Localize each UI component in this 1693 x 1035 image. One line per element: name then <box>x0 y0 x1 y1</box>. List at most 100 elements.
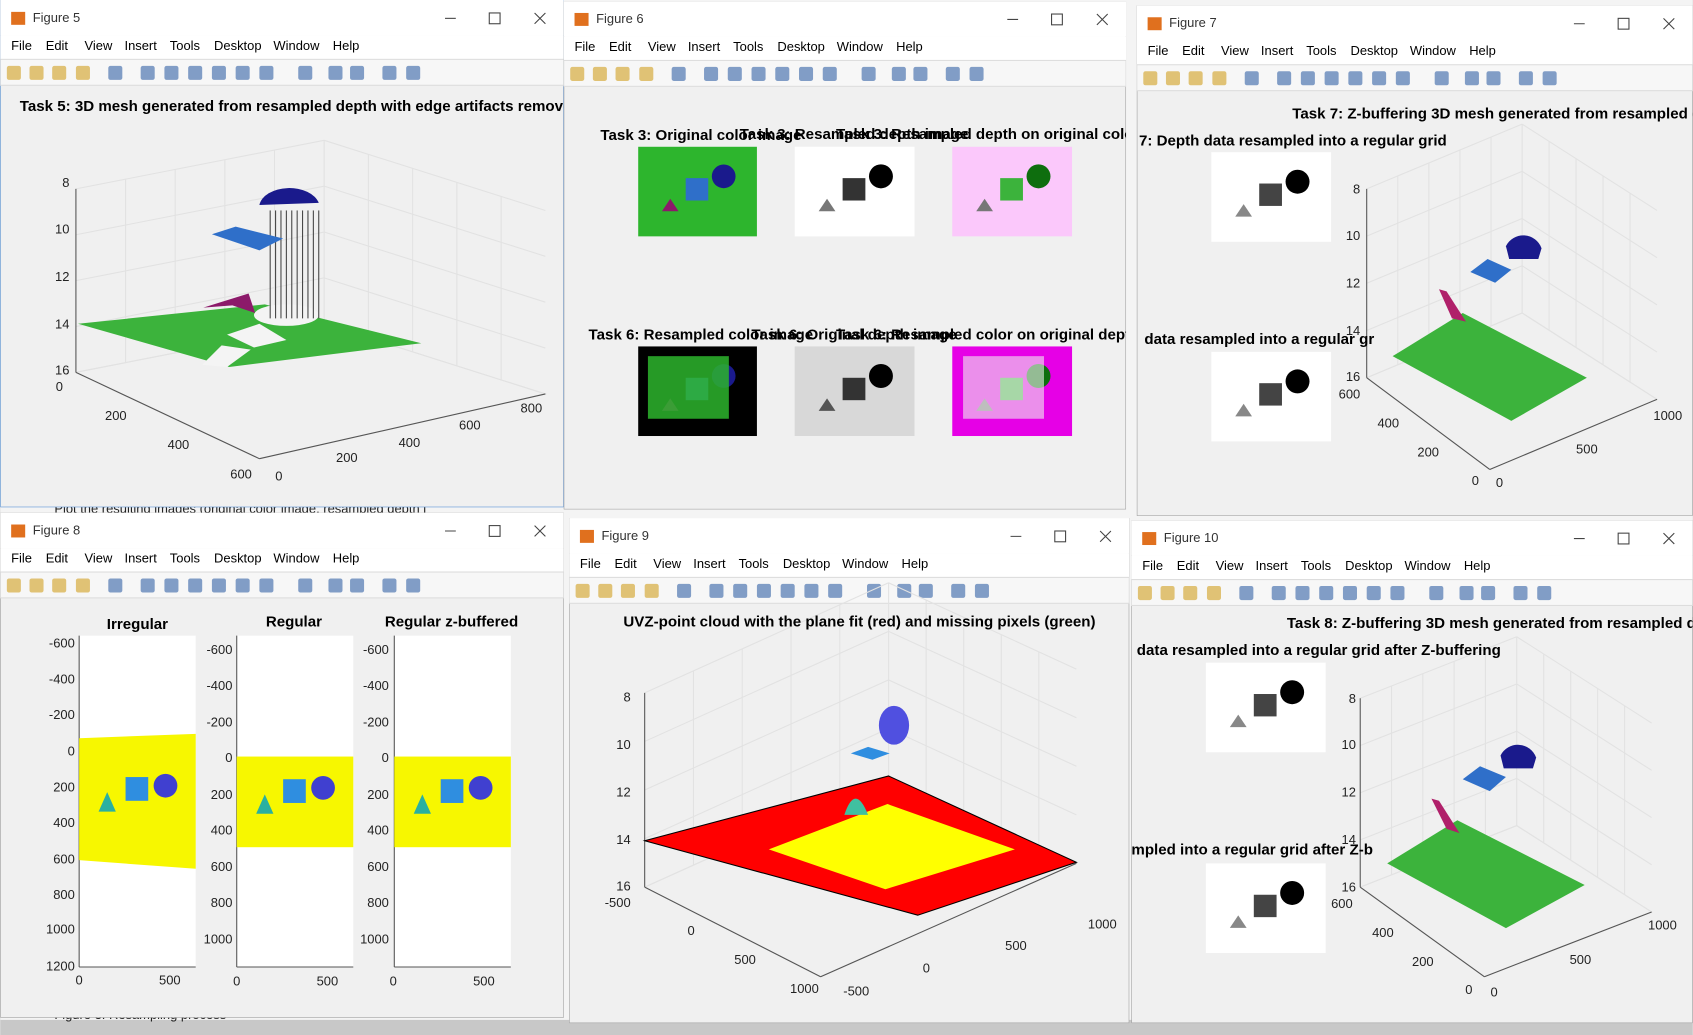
menu-item[interactable]: Insert <box>688 39 721 54</box>
menu-item[interactable]: Window <box>273 550 320 565</box>
toolbar-button[interactable] <box>1300 71 1315 86</box>
menu-item[interactable]: Window <box>273 38 320 53</box>
menu-item[interactable]: Edit <box>46 550 69 565</box>
toolbar-button[interactable] <box>1459 586 1474 601</box>
toolbar-button[interactable] <box>1372 71 1387 86</box>
menu-item[interactable]: File <box>1148 43 1169 58</box>
toolbar-button[interactable] <box>188 578 203 593</box>
toolbar-button[interactable] <box>969 66 984 81</box>
toolbar-button[interactable] <box>382 578 397 593</box>
menu-item[interactable]: View <box>1216 558 1244 573</box>
maximize-button[interactable] <box>1617 532 1630 545</box>
toolbar-button[interactable] <box>298 578 313 593</box>
close-button[interactable] <box>1663 17 1675 30</box>
toolbar-button[interactable] <box>235 65 250 80</box>
close-button[interactable] <box>534 525 546 537</box>
toolbar-button[interactable] <box>75 578 90 593</box>
menu-item[interactable]: Insert <box>124 38 157 53</box>
toolbar-button[interactable] <box>733 583 748 598</box>
toolbar-button[interactable] <box>1342 586 1357 601</box>
toolbar-button[interactable] <box>1518 71 1533 86</box>
menu-item[interactable]: Help <box>896 39 923 54</box>
toolbar-button[interactable] <box>677 583 692 598</box>
toolbar-button[interactable] <box>828 583 843 598</box>
toolbar-button[interactable] <box>1212 71 1227 86</box>
toolbar-button[interactable] <box>639 66 654 81</box>
menu-item[interactable]: Edit <box>1177 558 1200 573</box>
toolbar-button[interactable] <box>298 65 313 80</box>
toolbar-button[interactable] <box>1277 71 1292 86</box>
menu-item[interactable]: Help <box>1464 558 1491 573</box>
menu-item[interactable]: Desktop <box>1351 43 1398 58</box>
toolbar-button[interactable] <box>709 583 724 598</box>
toolbar-button[interactable] <box>52 578 67 593</box>
toolbar-button[interactable] <box>891 66 906 81</box>
menu-item[interactable]: File <box>1142 558 1163 573</box>
toolbar-button[interactable] <box>350 65 365 80</box>
menu-item[interactable]: Help <box>333 550 360 565</box>
toolbar-button[interactable] <box>1395 71 1410 86</box>
toolbar-button[interactable] <box>140 65 155 80</box>
menu-item[interactable]: File <box>580 556 601 571</box>
toolbar-button[interactable] <box>913 66 928 81</box>
toolbar-button[interactable] <box>615 66 630 81</box>
menu-item[interactable]: Insert <box>1261 43 1294 58</box>
menu-item[interactable]: Desktop <box>777 39 824 54</box>
menu-item[interactable]: Window <box>1404 558 1451 573</box>
menu-item[interactable]: Desktop <box>1345 558 1392 573</box>
toolbar-button[interactable] <box>1324 71 1339 86</box>
menu-item[interactable]: View <box>85 550 113 565</box>
toolbar-button[interactable] <box>592 66 607 81</box>
toolbar-button[interactable] <box>644 583 659 598</box>
menu-item[interactable]: Desktop <box>783 556 830 571</box>
toolbar-button[interactable] <box>1188 71 1203 86</box>
toolbar-button[interactable] <box>751 66 766 81</box>
toolbar-button[interactable] <box>1160 586 1175 601</box>
toolbar-button[interactable] <box>1481 586 1496 601</box>
toolbar-button[interactable] <box>897 583 912 598</box>
toolbar-button[interactable] <box>1319 586 1334 601</box>
toolbar-button[interactable] <box>671 66 686 81</box>
menu-item[interactable]: View <box>1221 43 1249 58</box>
toolbar-button[interactable] <box>259 65 274 80</box>
toolbar-button[interactable] <box>575 583 590 598</box>
menu-item[interactable]: Tools <box>1306 43 1336 58</box>
toolbar-button[interactable] <box>1390 586 1405 601</box>
toolbar-button[interactable] <box>1206 586 1221 601</box>
toolbar-button[interactable] <box>918 583 933 598</box>
toolbar-button[interactable] <box>945 66 960 81</box>
menu-item[interactable]: View <box>653 556 681 571</box>
menu-item[interactable]: Tools <box>170 38 200 53</box>
toolbar-button[interactable] <box>861 66 876 81</box>
menu-item[interactable]: Window <box>837 39 884 54</box>
toolbar-button[interactable] <box>52 65 67 80</box>
toolbar-button[interactable] <box>29 65 44 80</box>
toolbar-button[interactable] <box>75 65 90 80</box>
menu-item[interactable]: Window <box>842 556 889 571</box>
maximize-button[interactable] <box>488 525 501 537</box>
toolbar-button[interactable] <box>1239 586 1254 601</box>
menu-item[interactable]: View <box>648 39 676 54</box>
toolbar-button[interactable] <box>140 578 155 593</box>
toolbar-button[interactable] <box>822 66 837 81</box>
maximize-button[interactable] <box>1617 17 1630 30</box>
close-button[interactable] <box>1096 13 1109 26</box>
menu-item[interactable]: Help <box>333 38 360 53</box>
toolbar-button[interactable] <box>867 583 882 598</box>
menu-item[interactable]: File <box>11 550 32 565</box>
maximize-button[interactable] <box>1054 530 1067 543</box>
toolbar-button[interactable] <box>570 66 585 81</box>
toolbar-button[interactable] <box>1486 71 1501 86</box>
toolbar-button[interactable] <box>188 65 203 80</box>
toolbar-button[interactable] <box>1434 71 1449 86</box>
toolbar-button[interactable] <box>951 583 966 598</box>
menu-item[interactable]: Help <box>1469 43 1496 58</box>
menu-item[interactable]: Insert <box>1256 558 1289 573</box>
toolbar-button[interactable] <box>1513 586 1528 601</box>
close-button[interactable] <box>1663 532 1675 545</box>
toolbar-button[interactable] <box>406 65 421 80</box>
toolbar-button[interactable] <box>211 65 226 80</box>
toolbar-button[interactable] <box>1348 71 1363 86</box>
toolbar-button[interactable] <box>164 65 179 80</box>
menu-item[interactable]: Edit <box>614 556 637 571</box>
